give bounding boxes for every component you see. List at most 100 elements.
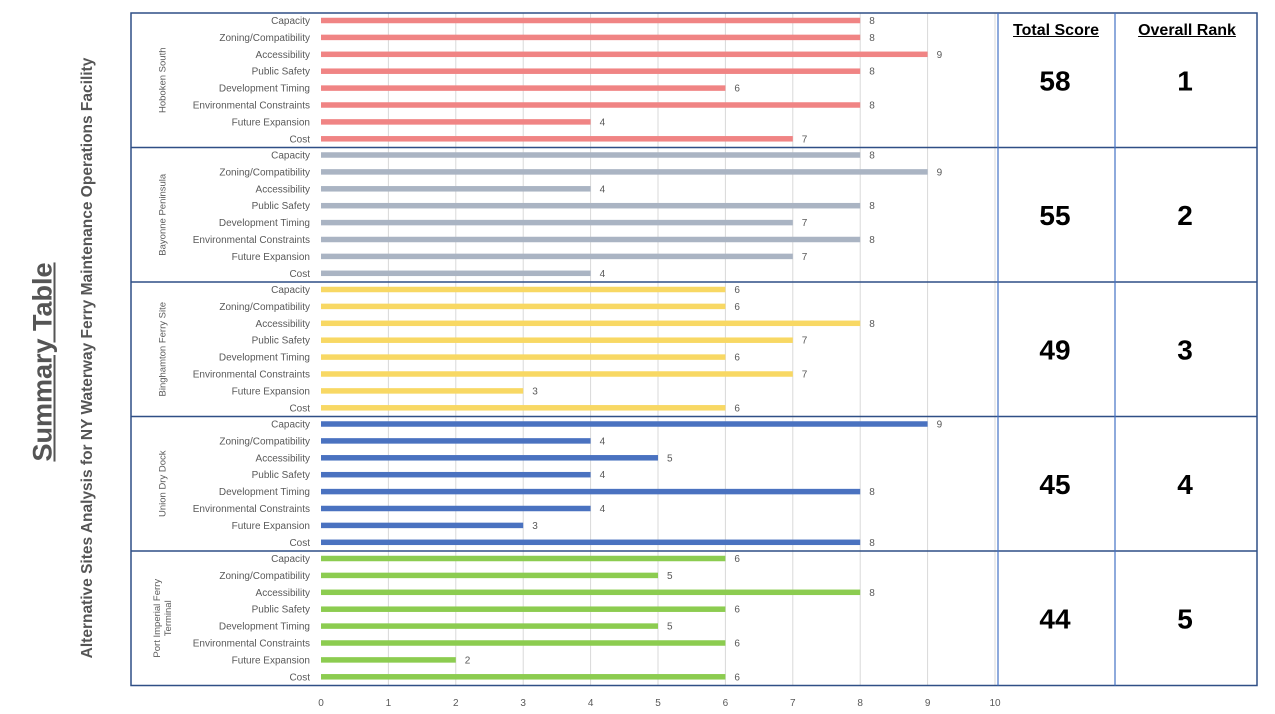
data-label: 5 [667, 622, 673, 633]
data-label: 5 [667, 571, 673, 582]
bar [321, 371, 793, 377]
x-tick-label: 5 [655, 698, 661, 709]
data-label: 4 [600, 269, 606, 280]
data-label: 9 [937, 167, 943, 178]
data-label: 8 [869, 487, 875, 498]
overall-rank: 1 [1177, 65, 1193, 96]
category-label: Cost [289, 403, 310, 414]
data-label: 8 [869, 235, 875, 246]
total-score-header: Total Score [1013, 22, 1099, 39]
data-label: 8 [869, 101, 875, 112]
category-label: Future Expansion [232, 521, 310, 532]
bar [321, 455, 658, 461]
data-label: 9 [937, 420, 943, 431]
category-label: Development Timing [219, 84, 310, 95]
data-label: 9 [937, 50, 943, 61]
overall-rank: 4 [1177, 469, 1193, 500]
category-label: Future Expansion [232, 252, 310, 263]
site-label: Terminal [163, 600, 174, 636]
data-label: 8 [869, 538, 875, 549]
bar [321, 657, 456, 663]
data-label: 6 [734, 302, 740, 313]
bar [321, 286, 726, 293]
data-label: 6 [734, 639, 740, 650]
site-label: Binghamton Ferry Site [158, 302, 169, 397]
overall-rank: 2 [1177, 200, 1193, 231]
bar [321, 68, 861, 74]
data-label: 8 [869, 151, 875, 162]
data-label: 3 [532, 386, 538, 397]
category-label: Environmental Constraints [193, 101, 310, 112]
category-label: Cost [289, 538, 310, 549]
bar [321, 253, 793, 260]
data-label: 3 [532, 521, 538, 532]
data-label: 4 [600, 184, 606, 195]
site-label: Port Imperial Ferry [152, 579, 163, 658]
bar [321, 572, 658, 579]
bar [321, 589, 861, 596]
total-score: 49 [1039, 334, 1070, 365]
x-tick-label: 8 [857, 698, 863, 709]
category-label: Accessibility [256, 319, 310, 330]
data-label: 8 [869, 201, 875, 212]
bar [321, 119, 591, 125]
bar [321, 219, 793, 226]
category-label: Capacity [271, 554, 310, 565]
bar [321, 640, 726, 646]
category-label: Capacity [271, 151, 310, 162]
bar [321, 555, 726, 562]
bar [321, 152, 861, 158]
category-label: Capacity [271, 16, 310, 27]
category-label: Capacity [271, 285, 310, 296]
category-label: Zoning/Compatibility [219, 167, 310, 178]
bar [321, 522, 524, 529]
bar [321, 505, 591, 512]
data-label: 8 [869, 588, 875, 599]
data-label: 8 [869, 16, 875, 27]
x-tick-label: 9 [925, 698, 931, 709]
category-label: Future Expansion [232, 386, 310, 397]
site-label: Bayonne Peninsula [158, 173, 169, 256]
category-label: Future Expansion [232, 117, 310, 128]
total-score: 55 [1039, 200, 1070, 231]
category-label: Development Timing [219, 622, 310, 633]
category-label: Development Timing [219, 218, 310, 229]
bar [321, 270, 591, 277]
x-tick-label: 6 [723, 698, 729, 709]
category-label: Development Timing [219, 353, 310, 364]
bar [321, 303, 726, 310]
data-label: 4 [600, 117, 606, 128]
site-label: Union Dry Dock [158, 450, 169, 517]
data-label: 7 [802, 134, 808, 145]
data-label: 6 [734, 605, 740, 616]
data-label: 7 [802, 336, 808, 347]
bar [321, 102, 861, 108]
category-label: Environmental Constraints [193, 504, 310, 515]
data-label: 7 [802, 370, 808, 381]
data-label: 4 [600, 436, 606, 447]
category-label: Environmental Constraints [193, 235, 310, 246]
data-label: 2 [465, 655, 471, 666]
category-label: Public Safety [252, 470, 310, 481]
category-label: Capacity [271, 420, 310, 431]
category-label: Cost [289, 134, 310, 145]
data-label: 8 [869, 319, 875, 330]
category-label: Zoning/Compatibility [219, 436, 310, 447]
table-frame [130, 12, 1258, 687]
category-label: Zoning/Compatibility [219, 33, 310, 44]
category-label: Cost [289, 672, 310, 683]
bar [321, 388, 524, 394]
bar [321, 606, 726, 612]
overall-rank-header: Overall Rank [1138, 22, 1236, 39]
category-label: Environmental Constraints [193, 370, 310, 381]
bar [321, 85, 726, 91]
category-label: Accessibility [256, 453, 310, 464]
x-tick-label: 10 [989, 698, 1001, 709]
total-score: 45 [1039, 469, 1070, 500]
x-tick-label: 0 [318, 698, 324, 709]
overall-rank: 3 [1177, 334, 1193, 365]
category-label: Development Timing [219, 487, 310, 498]
bar [321, 337, 793, 343]
bar [321, 471, 591, 478]
category-label: Public Safety [252, 201, 310, 212]
